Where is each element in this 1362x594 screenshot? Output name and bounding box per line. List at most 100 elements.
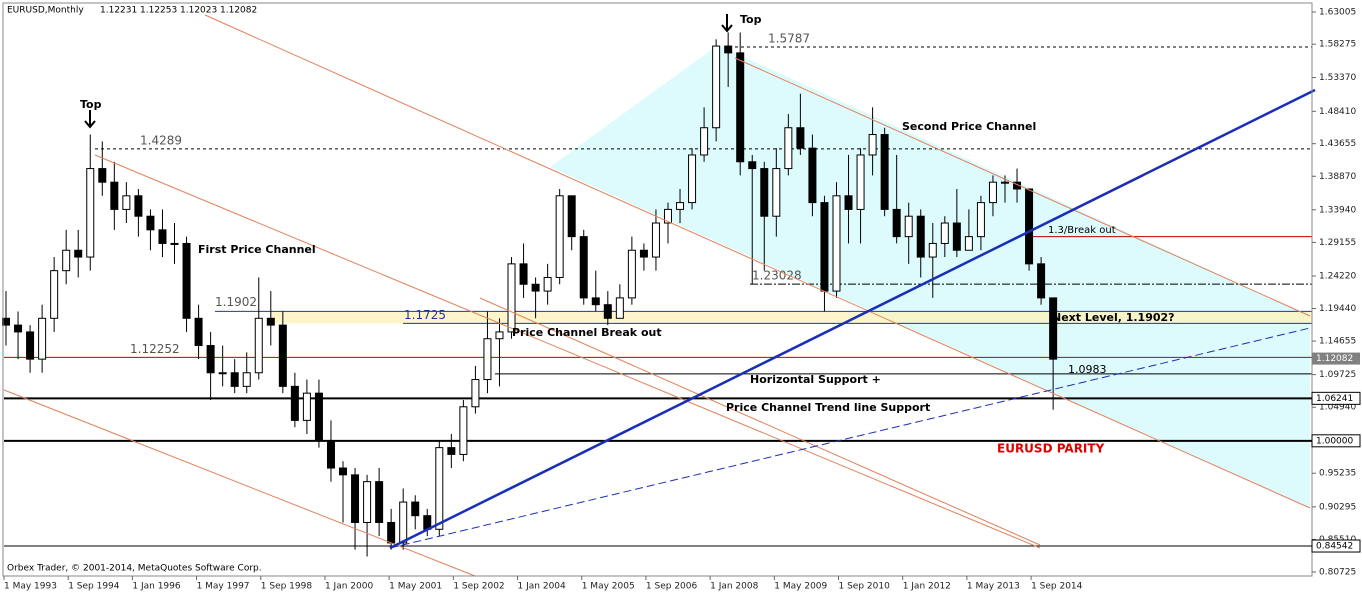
candle-body bbox=[651, 222, 660, 258]
candle-body bbox=[170, 242, 179, 245]
candle-body bbox=[736, 52, 745, 163]
x-tick-label: 1 May 1997 bbox=[197, 582, 250, 592]
annotation: First Price Channel bbox=[198, 243, 316, 256]
annotation: EURUSD PARITY bbox=[997, 442, 1105, 456]
candle-body bbox=[134, 195, 143, 217]
price-box-label: 1.06241 bbox=[1316, 394, 1353, 404]
y-tick-label: 1.29155 bbox=[1319, 238, 1356, 248]
candle-body bbox=[892, 208, 901, 238]
arrow-down bbox=[84, 110, 96, 129]
level-label: 1.1902 bbox=[215, 295, 257, 309]
candle-body bbox=[808, 147, 817, 204]
x-tick-label: 1 May 2001 bbox=[389, 582, 442, 592]
candle-body bbox=[555, 195, 564, 278]
candle-body bbox=[326, 440, 335, 469]
candle-body bbox=[964, 236, 973, 251]
candle-body bbox=[772, 168, 781, 217]
y-tick-label: 1.04940 bbox=[1319, 403, 1356, 413]
header-price: 1.12082 bbox=[220, 6, 257, 16]
candle-body bbox=[314, 392, 323, 442]
level-label: 1.4289 bbox=[140, 133, 182, 147]
price-box bbox=[1311, 539, 1361, 553]
price-box bbox=[1312, 352, 1360, 365]
candle-body bbox=[724, 45, 733, 54]
candle-body bbox=[411, 501, 420, 517]
x-tick-label: 1 May 2009 bbox=[774, 582, 827, 592]
candle-body bbox=[976, 202, 985, 238]
candle-body bbox=[531, 283, 540, 292]
candle-body bbox=[435, 447, 444, 530]
footer: Orbex Trader, © 2001-2014, MetaQuotes So… bbox=[7, 564, 262, 574]
price-box-label: 1.12082 bbox=[1316, 354, 1353, 364]
x-tick-label: 1 Sep 2002 bbox=[453, 582, 504, 592]
x-tick-label: 1 Jan 2012 bbox=[903, 582, 951, 592]
chart-title: EURUSD,Monthly bbox=[7, 6, 84, 16]
x-tick-label: 1 May 1993 bbox=[4, 582, 57, 592]
candle-body bbox=[844, 195, 853, 210]
candle-body bbox=[880, 134, 889, 210]
candle-body bbox=[218, 372, 227, 375]
candle-body bbox=[627, 249, 636, 299]
y-tick-label: 0.90295 bbox=[1319, 502, 1356, 512]
candle-body bbox=[38, 317, 47, 360]
candle-body bbox=[399, 501, 408, 544]
candle-body bbox=[302, 392, 311, 421]
candle-body bbox=[712, 45, 721, 129]
annotation: Next Level, 1.1902? bbox=[1052, 311, 1175, 324]
candle-body bbox=[543, 276, 552, 292]
candle-body bbox=[700, 127, 709, 156]
candle-body bbox=[988, 181, 997, 204]
candle-body bbox=[663, 208, 672, 224]
candle-body bbox=[1037, 263, 1046, 299]
candle-body bbox=[447, 447, 456, 455]
trend-line bbox=[389, 88, 1316, 550]
level-label: 1.12252 bbox=[130, 342, 180, 356]
candle-body bbox=[796, 127, 805, 149]
candle-body bbox=[254, 317, 263, 374]
annotation: Price Channel Break out bbox=[512, 326, 662, 339]
channel-line bbox=[734, 57, 1311, 317]
x-tick-label: 1 Jan 2004 bbox=[518, 582, 566, 592]
y-tick-label: 1.53370 bbox=[1319, 73, 1356, 83]
candle-body bbox=[206, 345, 215, 374]
candle-body bbox=[856, 154, 865, 210]
candle-body bbox=[952, 222, 961, 251]
candle-body bbox=[50, 270, 59, 319]
price-box-label: 0.84542 bbox=[1316, 542, 1353, 552]
x-tick-label: 1 May 2005 bbox=[582, 582, 635, 592]
x-tick-label: 1 Jan 2000 bbox=[325, 582, 373, 592]
candle-body bbox=[339, 467, 348, 476]
level-label: 1.1725 bbox=[404, 308, 446, 322]
channel-line bbox=[479, 297, 1041, 546]
channel-line bbox=[94, 154, 1041, 549]
y-tick-label: 1.09725 bbox=[1319, 370, 1356, 380]
candle-body bbox=[278, 324, 287, 387]
x-tick-label: 1 Sep 2006 bbox=[646, 582, 698, 592]
level-label: 1.0983 bbox=[1068, 363, 1107, 376]
candle-body bbox=[14, 324, 23, 333]
candle-body bbox=[230, 372, 239, 387]
header-price: 1.12253 bbox=[140, 6, 177, 16]
y-tick-label: 1.48410 bbox=[1319, 107, 1356, 117]
price-box bbox=[1311, 434, 1361, 448]
candle-body bbox=[748, 161, 757, 170]
candle-body bbox=[74, 249, 83, 258]
candle-body bbox=[158, 229, 167, 244]
candle-body bbox=[928, 242, 937, 258]
candle-body bbox=[363, 481, 372, 523]
candle-body bbox=[688, 154, 697, 204]
level-label: 1.23028 bbox=[752, 269, 802, 283]
candle-body bbox=[507, 263, 516, 333]
x-tick-label: 1 Sep 2014 bbox=[1031, 582, 1083, 592]
candle-body bbox=[242, 372, 251, 387]
candle-body bbox=[2, 317, 11, 326]
candle-body bbox=[1049, 297, 1058, 360]
candle-body bbox=[86, 168, 95, 258]
candle-body bbox=[495, 331, 504, 340]
x-tick-label: 1 May 2013 bbox=[967, 582, 1020, 592]
candle-body bbox=[832, 195, 841, 292]
y-tick-label: 1.38870 bbox=[1319, 172, 1356, 182]
candle-body bbox=[760, 168, 769, 217]
candle-body bbox=[98, 168, 107, 183]
